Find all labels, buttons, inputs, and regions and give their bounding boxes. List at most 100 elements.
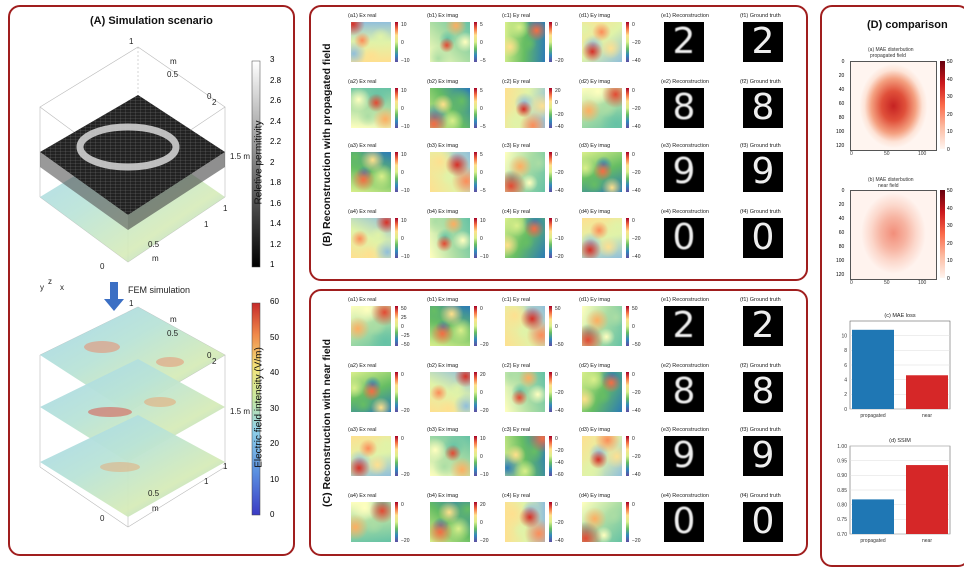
ytick: 20 xyxy=(838,202,845,208)
colorbar-tick: −10 xyxy=(401,188,410,194)
field-map-label: (a3) Ex real xyxy=(348,427,377,433)
digit-glyph: 2 xyxy=(672,21,696,62)
field-map-label: (d2) Ey imag xyxy=(579,363,611,369)
colorbar-tick: 20 xyxy=(480,502,486,508)
colorbar-tick: −20 xyxy=(632,538,641,544)
colorbar-tick: 0 xyxy=(480,170,483,176)
digit-label: (f3) Ground truth xyxy=(740,427,781,433)
field-map-label: (c2) Ey real xyxy=(502,363,531,369)
axis-tick: 1 xyxy=(223,204,228,213)
field-map-colorbar xyxy=(626,22,629,62)
colorbar-tick: −20 xyxy=(632,170,641,176)
ground-truth-cell: (f1) Ground truth 2 xyxy=(740,297,813,349)
colorbar-tick: −5 xyxy=(480,188,486,194)
colorbar-tick: 0 xyxy=(632,502,635,508)
digit-glyph: 8 xyxy=(751,371,775,412)
axis-tick: 1 xyxy=(129,37,134,46)
ytick: 20 xyxy=(838,73,845,79)
field-map-label: (b2) Ex imag xyxy=(427,79,459,85)
field-map-cell: (c3) Ey real 0 −20 −40 −60 xyxy=(502,427,575,479)
field-map-label: (a2) Ex real xyxy=(348,363,377,369)
digit-glyph: 0 xyxy=(672,217,696,258)
digit-image: 0 xyxy=(664,502,704,542)
colorbar-tick: −40 xyxy=(632,408,641,414)
digit-zero-scatterer xyxy=(76,123,180,171)
colorbar-tick: 50 xyxy=(401,306,407,312)
y-tick-label: 1.00 xyxy=(837,444,847,450)
digit-glyph: 2 xyxy=(751,21,775,62)
field-map-label: (b1) Ex imag xyxy=(427,13,459,19)
digit-image: 2 xyxy=(743,22,783,62)
field-map-image xyxy=(505,22,545,62)
ytick: 0 xyxy=(841,59,845,65)
y-tick-label: 10 xyxy=(841,333,847,339)
field-map-colorbar xyxy=(549,372,552,412)
colorbar-tick: −20 xyxy=(632,454,641,460)
field-map-colorbar xyxy=(474,436,477,476)
colorbar-tick: −10 xyxy=(480,472,489,478)
field-map-cell: (d1) Ey imag 50 0 −50 xyxy=(579,297,652,349)
digit-glyph: 8 xyxy=(672,87,696,128)
field-map-label: (b2) Ex imag xyxy=(427,363,459,369)
ytick: 40 xyxy=(838,87,845,93)
cbar-tick: 50 xyxy=(947,59,953,65)
field-map-colorbar xyxy=(395,436,398,476)
cbar-tick: 3 xyxy=(270,55,275,64)
digit-label: (f1) Ground truth xyxy=(740,13,781,19)
field-map-cell: (d3) Ey imag 0 −20 −40 xyxy=(579,427,652,479)
field-map-label: (c1) Ey real xyxy=(502,297,531,303)
colorbar-tick: 0 xyxy=(555,100,558,106)
panel-d-title: (D) comparison xyxy=(867,19,948,31)
ytick: 120 xyxy=(836,272,845,278)
colorbar-tick: 0 xyxy=(480,306,483,312)
field-map-label: (b3) Ex imag xyxy=(427,427,459,433)
digit-image: 0 xyxy=(743,502,783,542)
colorbar-tick: −20 xyxy=(480,408,489,414)
cbar-tick: 2.2 xyxy=(270,137,282,146)
axis-tick: 0.5 xyxy=(148,489,160,498)
digit-label: (f4) Ground truth xyxy=(740,493,781,499)
field-map-colorbar xyxy=(395,218,398,258)
colorbar-tick: 0 xyxy=(555,152,558,158)
field-map-cell: (c3) Ey real 0 −20 −40 xyxy=(502,143,575,195)
colorbar-tick: 20 xyxy=(480,372,486,378)
colorbar-tick: −20 xyxy=(632,106,641,112)
colorbar-tick: −20 xyxy=(632,390,641,396)
permittivity-label: Reletive permitivity xyxy=(253,120,265,205)
cbar-tick: 0 xyxy=(947,275,950,282)
colorbar-tick: −20 xyxy=(555,112,564,118)
y-tick-label: 6 xyxy=(844,363,847,369)
field-map-colorbar xyxy=(549,152,552,192)
digit-glyph: 9 xyxy=(672,435,696,476)
field-map-image xyxy=(582,22,622,62)
digit-glyph: 9 xyxy=(751,435,775,476)
field-map-image xyxy=(430,372,470,412)
field-map-colorbar xyxy=(395,22,398,62)
field-colorbar xyxy=(251,302,261,516)
digit-label: (e2) Reconstruction xyxy=(661,363,709,369)
field-map-cell: (c2) Ey real 20 0 −20 −40 xyxy=(502,79,575,131)
xtick: 100 xyxy=(918,280,927,286)
field-map-image xyxy=(351,218,391,258)
ytick: 40 xyxy=(838,216,845,222)
colorbar-tick: 10 xyxy=(480,218,486,224)
colorbar-tick: 5 xyxy=(480,88,483,94)
colorbar-tick: −40 xyxy=(555,460,564,466)
field-map-cell: (b3) Ex imag 10 0 −10 xyxy=(427,427,500,479)
reconstruction-cell: (e3) Reconstruction 9 xyxy=(661,143,734,195)
colorbar-tick: 10 xyxy=(401,152,407,158)
field-map-image xyxy=(351,306,391,346)
field-map-image xyxy=(351,22,391,62)
field-map-image xyxy=(351,436,391,476)
field-plane-1-5m xyxy=(40,359,225,462)
cbar-tick: 40 xyxy=(947,205,953,212)
cbar-tick: 10 xyxy=(947,129,953,136)
colorbar-tick: 0 xyxy=(401,170,404,176)
colorbar-tick: 0 xyxy=(632,218,635,224)
permittivity-colorbar xyxy=(251,60,261,268)
field-map-label: (d2) Ey imag xyxy=(579,79,611,85)
x-tick-label: near xyxy=(922,413,932,419)
digit-label: (e4) Reconstruction xyxy=(661,493,709,499)
colorbar-tick: 10 xyxy=(401,22,407,28)
colorbar-tick: 5 xyxy=(480,22,483,28)
